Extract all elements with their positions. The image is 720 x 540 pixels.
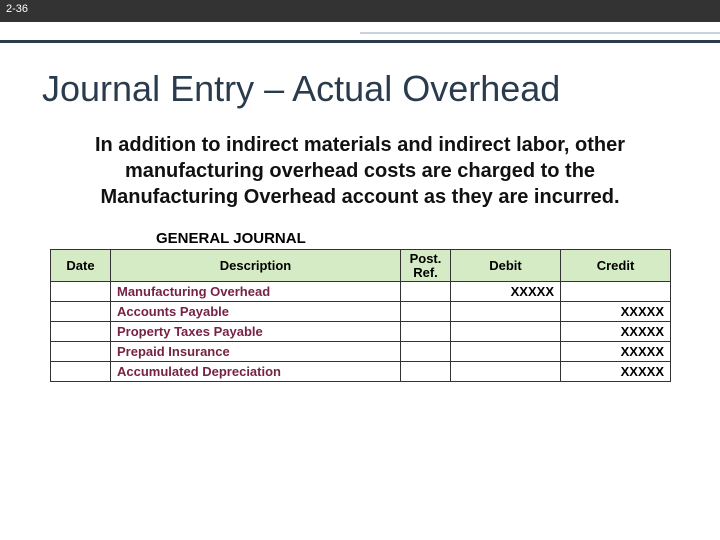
cell-credit: XXXXX — [561, 342, 671, 362]
slide-number: 2-36 — [6, 3, 28, 15]
table-row: Manufacturing Overhead XXXXX — [51, 282, 671, 302]
cell-date — [51, 282, 111, 302]
cell-postref — [401, 362, 451, 382]
cell-postref — [401, 282, 451, 302]
cell-debit — [451, 302, 561, 322]
cell-desc: Accumulated Depreciation — [111, 362, 401, 382]
table-row: Prepaid Insurance XXXXX — [51, 342, 671, 362]
col-credit: Credit — [561, 250, 671, 282]
post-ref-l2: Ref. — [413, 265, 438, 280]
cell-credit: XXXXX — [561, 362, 671, 382]
body-paragraph: In addition to indirect materials and in… — [65, 132, 655, 210]
col-post-ref: Post. Ref. — [401, 250, 451, 282]
slide-top-bar: 2-36 — [0, 0, 720, 22]
cell-credit: XXXXX — [561, 322, 671, 342]
cell-date — [51, 322, 111, 342]
cell-date — [51, 342, 111, 362]
divider-rules — [0, 22, 720, 50]
journal-body: Manufacturing Overhead XXXXX Accounts Pa… — [51, 282, 671, 382]
cell-debit — [451, 342, 561, 362]
journal-header-row: Date Description Post. Ref. Debit Credit — [51, 250, 671, 282]
cell-credit — [561, 282, 671, 302]
col-description: Description — [111, 250, 401, 282]
cell-debit: XXXXX — [451, 282, 561, 302]
cell-date — [51, 302, 111, 322]
journal-table: Date Description Post. Ref. Debit Credit… — [50, 249, 671, 382]
cell-desc: Accounts Payable — [111, 302, 401, 322]
col-debit: Debit — [451, 250, 561, 282]
table-row: Accumulated Depreciation XXXXX — [51, 362, 671, 382]
cell-credit: XXXXX — [561, 302, 671, 322]
table-row: Accounts Payable XXXXX — [51, 302, 671, 322]
slide-title: Journal Entry – Actual Overhead — [42, 68, 720, 110]
cell-postref — [401, 322, 451, 342]
cell-desc: Manufacturing Overhead — [111, 282, 401, 302]
cell-debit — [451, 362, 561, 382]
cell-debit — [451, 322, 561, 342]
rule-dark — [0, 40, 720, 43]
general-journal: GENERAL JOURNAL Date Description Post. R… — [50, 230, 670, 382]
table-row: Property Taxes Payable XXXXX — [51, 322, 671, 342]
cell-date — [51, 362, 111, 382]
cell-postref — [401, 342, 451, 362]
col-date: Date — [51, 250, 111, 282]
journal-heading: GENERAL JOURNAL — [156, 230, 670, 247]
cell-desc: Prepaid Insurance — [111, 342, 401, 362]
rule-light — [360, 32, 720, 34]
cell-desc: Property Taxes Payable — [111, 322, 401, 342]
cell-postref — [401, 302, 451, 322]
